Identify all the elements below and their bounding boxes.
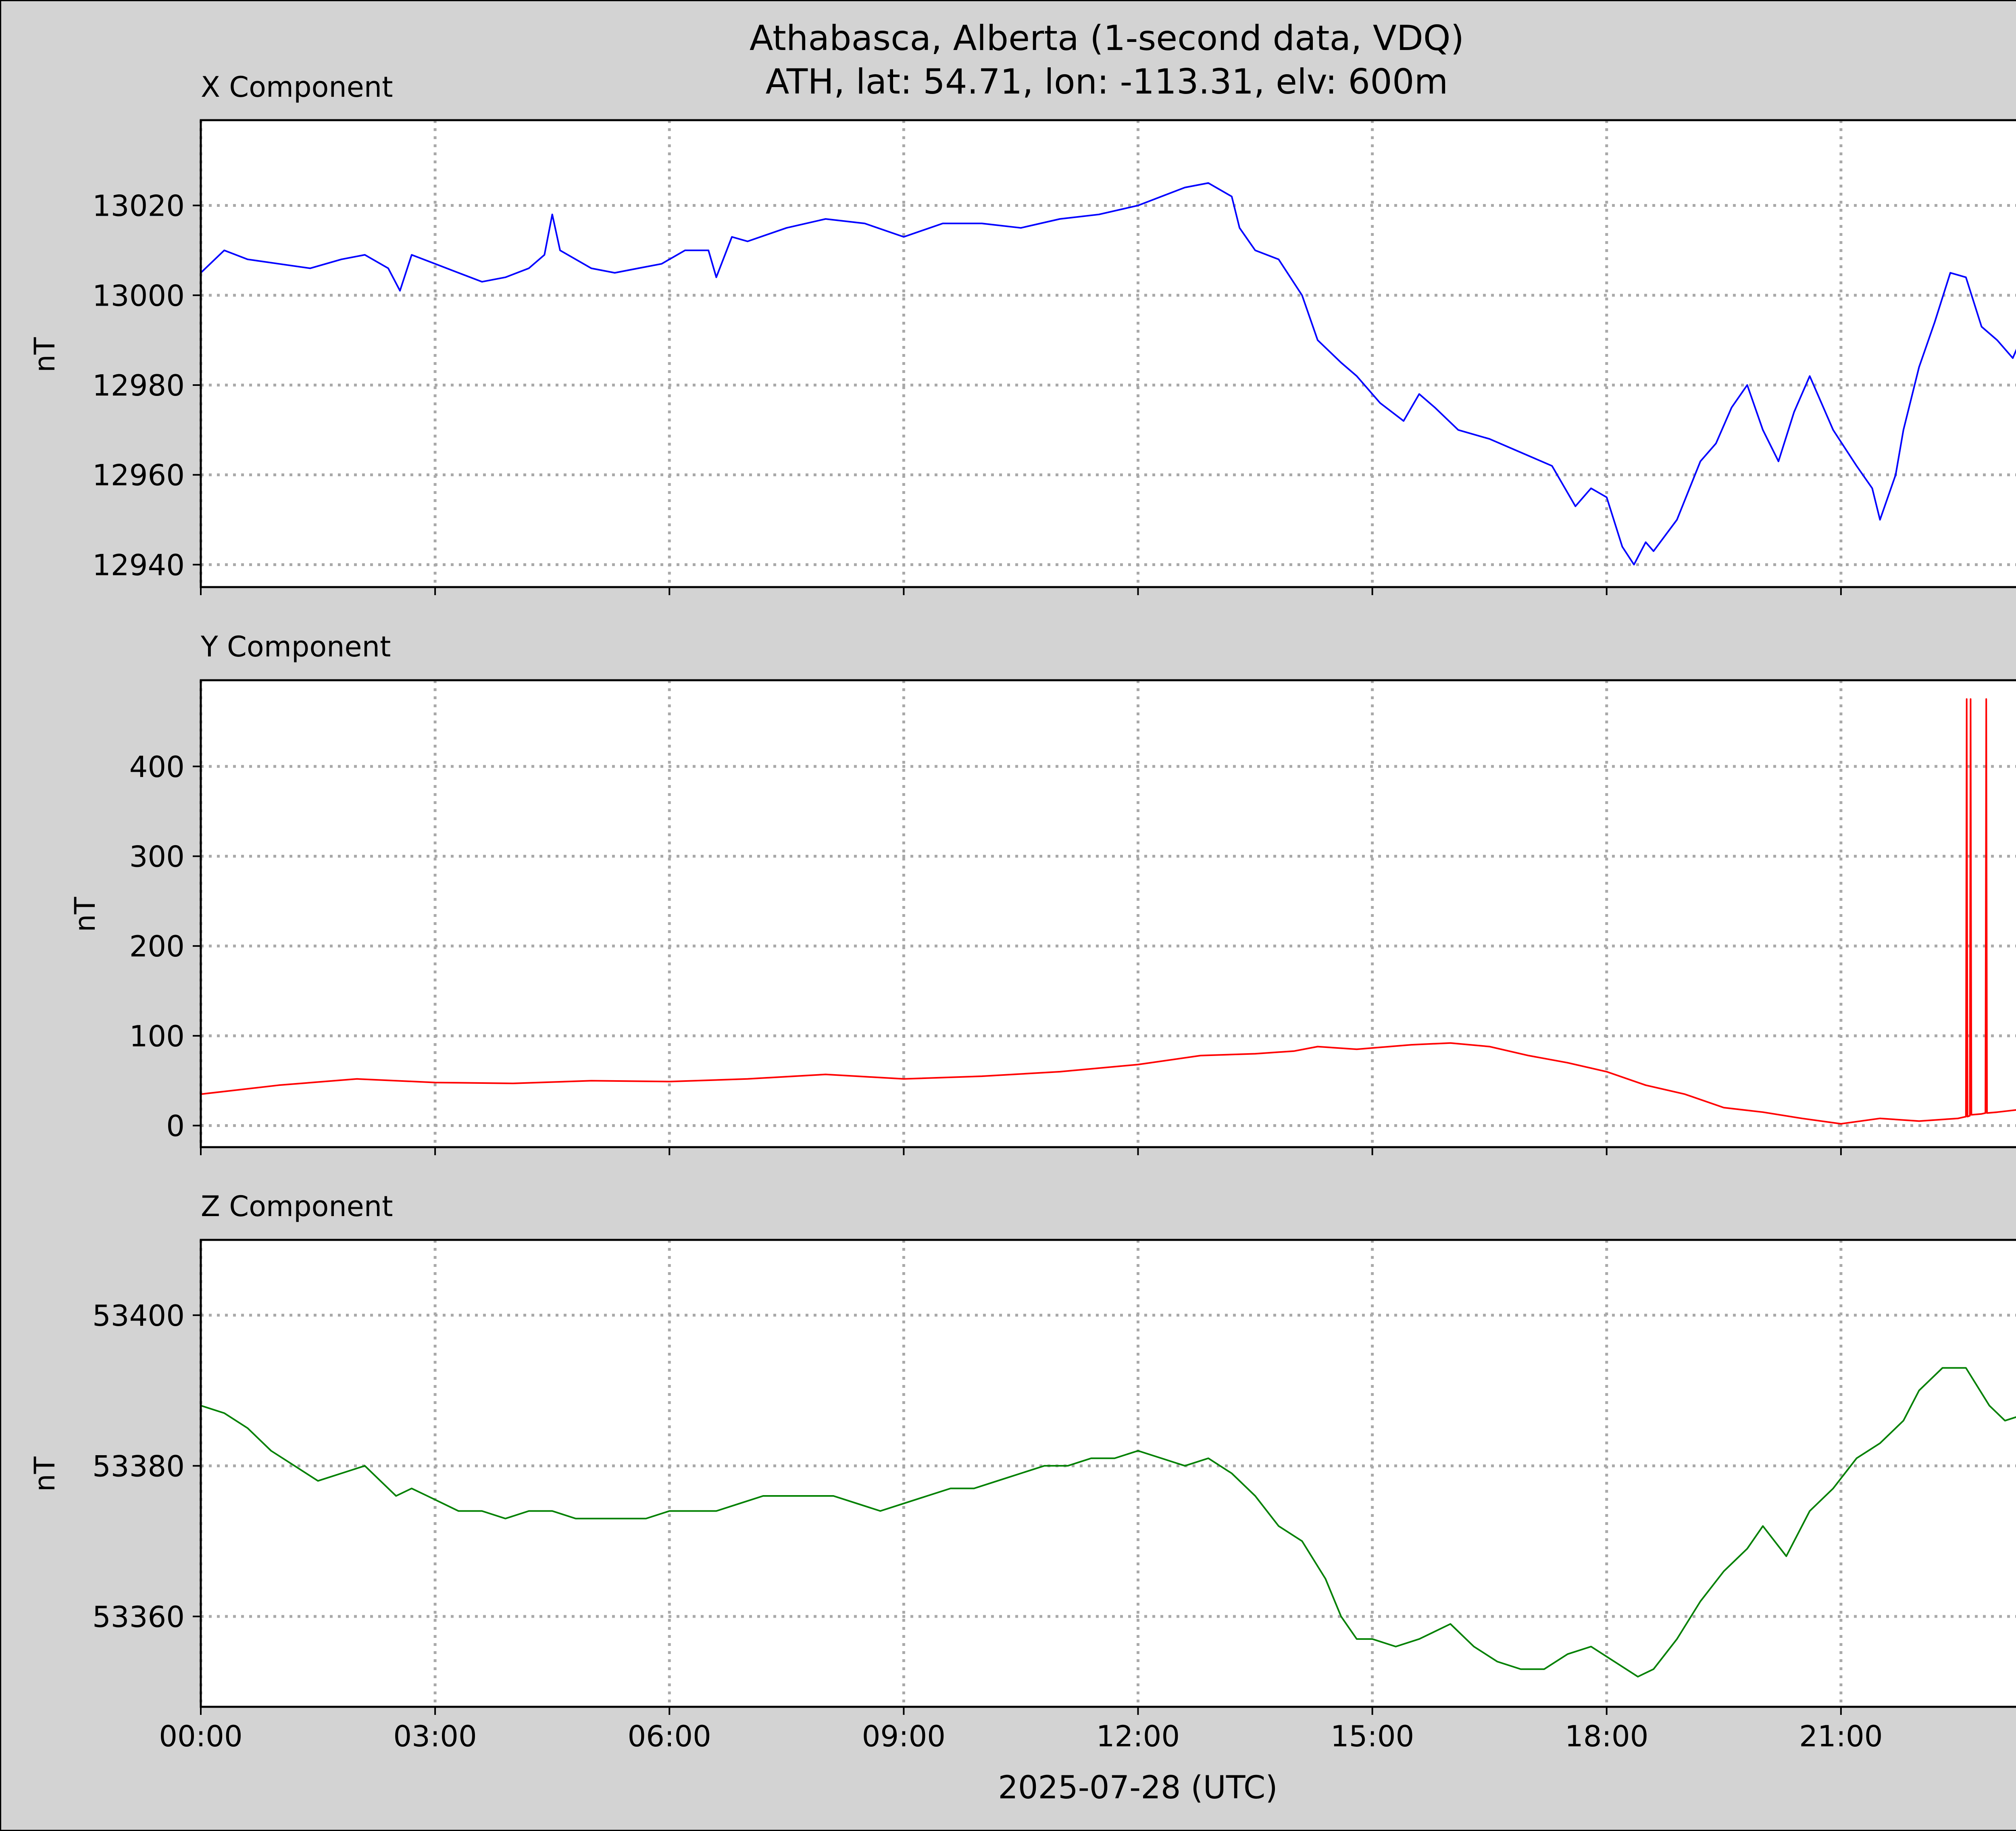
panel-title: Y Component bbox=[200, 630, 391, 663]
plot-area bbox=[201, 680, 2016, 1147]
y-tick-label: 300 bbox=[129, 839, 185, 873]
y-tick-label: 200 bbox=[129, 929, 185, 963]
y-tick-label: 53380 bbox=[92, 1449, 185, 1483]
series-line bbox=[200, 1367, 2016, 1678]
series-line bbox=[200, 182, 2016, 566]
x-tick-label: 12:00 bbox=[1096, 1719, 1180, 1753]
y-tick-label: 53400 bbox=[92, 1299, 185, 1333]
y-tick-label: 13020 bbox=[92, 189, 185, 223]
y-axis-label: nT bbox=[28, 1456, 61, 1491]
y-tick-label: 12960 bbox=[92, 458, 185, 492]
plot-frame bbox=[200, 119, 2016, 588]
y-tick-label: 400 bbox=[129, 750, 185, 784]
x-tick-label: 15:00 bbox=[1331, 1719, 1414, 1753]
z-component-panel: Z Component nT 53360 53380 53400 bbox=[28, 1190, 2016, 1715]
y-tick-label: 13000 bbox=[92, 279, 185, 312]
y-axis-label: nT bbox=[69, 897, 102, 932]
y-tick-label: 0 bbox=[166, 1109, 185, 1143]
y-axis-label: nT bbox=[28, 337, 61, 372]
figure-title-line1: Athabasca, Alberta (1-second data, VDQ) bbox=[750, 18, 1464, 58]
panel-title: X Component bbox=[201, 71, 393, 104]
plot-area bbox=[201, 120, 2016, 587]
y-tick-label: 53360 bbox=[92, 1600, 185, 1634]
x-tick-label: 18:00 bbox=[1565, 1719, 1649, 1753]
y-tick-label: 12940 bbox=[92, 548, 185, 582]
x-component-panel: X Component nT 12940 12960 12980 13000 13020 bbox=[28, 71, 2016, 595]
x-tick-label: 00:00 bbox=[159, 1719, 243, 1753]
x-axis-label: 2025-07-28 (UTC) bbox=[998, 1770, 1278, 1806]
panel-title: Z Component bbox=[201, 1190, 393, 1223]
y-component-panel: Y Component nT 0 100 200 300 400 bbox=[69, 630, 2016, 1155]
y-tick-label: 12980 bbox=[92, 369, 185, 402]
x-tick-label: 09:00 bbox=[862, 1719, 946, 1753]
y-tick-label: 100 bbox=[129, 1019, 185, 1053]
x-tick-labels: 00:00 03:00 06:00 09:00 12:00 15:00 18:00 21:00 bbox=[159, 1719, 1883, 1753]
series-line bbox=[200, 698, 2016, 1125]
x-tick-label: 06:00 bbox=[628, 1719, 712, 1753]
figure-title-line2: ATH, lat: 54.71, lon: -113.31, elv: 600m bbox=[766, 62, 1448, 102]
x-tick-label: 21:00 bbox=[1799, 1719, 1883, 1753]
plot-area bbox=[201, 1240, 2016, 1707]
plot-frame bbox=[200, 1239, 2016, 1708]
x-tick-label: 03:00 bbox=[393, 1719, 477, 1753]
plot-frame bbox=[200, 679, 2016, 1148]
